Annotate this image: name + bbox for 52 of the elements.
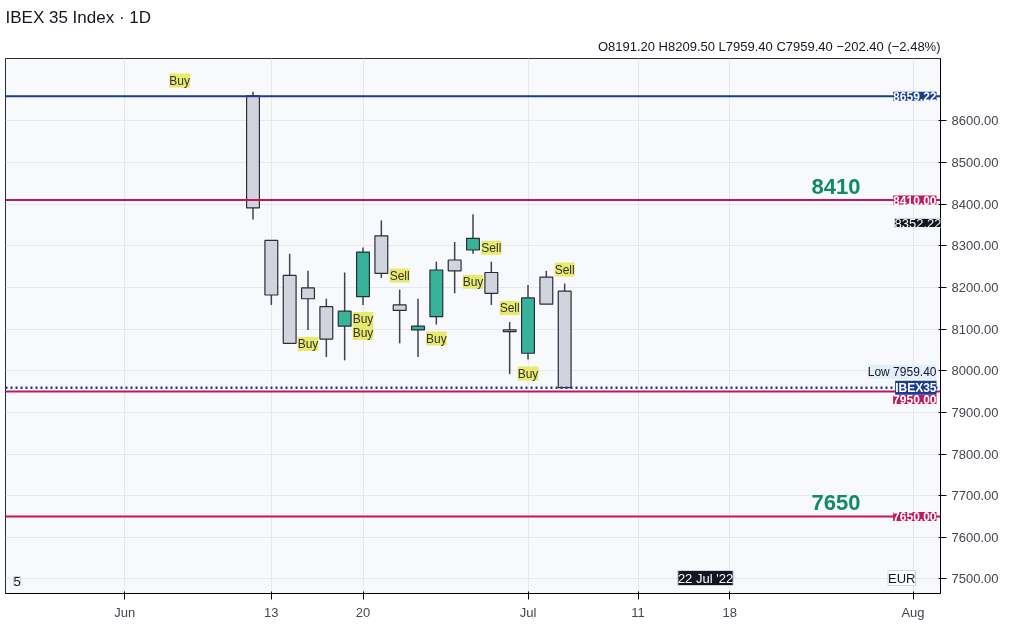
y-tick-label: 8300.00 <box>951 238 999 254</box>
y-tick-label: 7800.00 <box>951 446 999 462</box>
candlestick <box>410 297 426 358</box>
annotation: Sell <box>554 262 575 277</box>
ref-line-label: 7650.00 <box>893 509 937 524</box>
y-tick-label: 7500.00 <box>951 571 999 587</box>
x-tick-label: Aug <box>901 604 925 620</box>
y-tick-label: 8100.00 <box>951 321 999 337</box>
chart-subtitle: O8191.20 H8209.50 L7959.40 C7959.40 −202.40 (−2.48%) <box>597 38 941 54</box>
x-tick-label: 13 <box>264 604 279 620</box>
y-tick-label: 8500.00 <box>951 155 999 171</box>
annotation: Buy <box>352 325 374 340</box>
chart-title: IBEX 35 Index · 1D <box>5 7 152 27</box>
annotation: Buy <box>462 274 484 289</box>
annotation: Buy <box>297 336 319 351</box>
y-tick-label: 8200.00 <box>951 279 999 295</box>
x-tick-label: 11 <box>631 604 645 620</box>
y-tick-label: 7900.00 <box>951 404 999 420</box>
annotation: Buy <box>425 331 447 346</box>
x-tick-label: Jun <box>114 604 136 620</box>
annotation: 22 Jul '22 <box>677 570 734 586</box>
annotation: 8352.22 <box>894 215 942 231</box>
x-tick-label: Jul <box>519 604 537 620</box>
y-tick-label: 8000.00 <box>951 363 999 379</box>
y-tick-label: 8400.00 <box>951 196 999 212</box>
annotation: EUR <box>888 570 916 586</box>
annotation: Low 7959.40 <box>867 364 937 379</box>
y-tick-label: 7600.00 <box>951 529 999 545</box>
annotation: 5 <box>13 573 21 589</box>
ref-line-label: IBEX35 <box>895 380 937 395</box>
ref-line-label: 8410.00 <box>893 193 937 208</box>
annotation: Sell <box>481 240 502 255</box>
candlestick <box>502 321 517 375</box>
annotation: Buy <box>169 73 191 88</box>
annotation: 8410 <box>811 174 861 200</box>
candlestick <box>300 270 316 331</box>
candlestick <box>337 271 352 362</box>
annotation: Sell <box>499 301 520 316</box>
annotation: 7650 <box>811 490 861 516</box>
candlestick <box>447 241 462 295</box>
annotation: Sell <box>389 268 410 283</box>
x-tick-label: 20 <box>355 604 371 620</box>
candlestick <box>484 260 499 306</box>
ref-line-label: 7950.00 <box>893 393 937 408</box>
candlestick <box>392 288 407 345</box>
x-tick-label: 18 <box>722 604 737 620</box>
y-tick-label: 8600.00 <box>951 113 999 129</box>
annotation: Buy <box>352 311 374 326</box>
candlestick <box>465 213 481 255</box>
ref-line-label: 8659.22 <box>893 89 937 104</box>
y-tick-label: 7700.00 <box>951 488 999 504</box>
annotation: Buy <box>517 366 539 381</box>
